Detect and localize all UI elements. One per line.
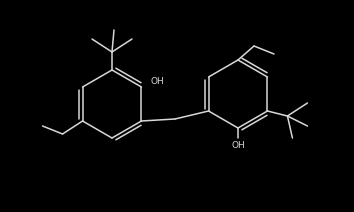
- Text: OH: OH: [231, 141, 245, 151]
- Text: OH: OH: [150, 78, 164, 86]
